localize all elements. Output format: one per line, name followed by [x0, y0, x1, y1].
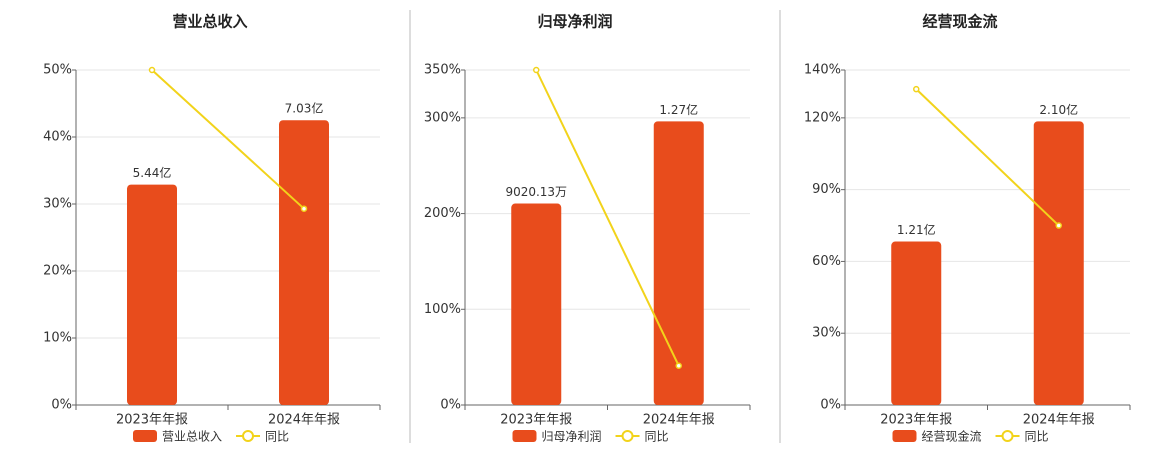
- value-label: 7.03亿: [285, 101, 324, 116]
- y-tick-label: 100%: [424, 302, 461, 317]
- legend-label: 同比: [265, 430, 289, 444]
- line-point: [148, 66, 156, 74]
- chart-title: 营业总收入: [172, 13, 247, 31]
- bar: [127, 184, 177, 405]
- legend-swatch: [242, 430, 255, 442]
- line: [151, 69, 305, 210]
- legend-label: 营业总收入: [162, 430, 222, 444]
- y-tick-label: 20%: [43, 264, 72, 279]
- line: [915, 88, 1060, 227]
- chart-title: 归母净利润: [537, 13, 612, 31]
- value-label: 2.10亿: [1039, 102, 1078, 117]
- legend-label: 归母净利润: [542, 430, 602, 444]
- y-tick-label: 50%: [43, 63, 72, 78]
- value-label: 1.27亿: [659, 102, 698, 117]
- x-tick-label: 2024年年报: [268, 413, 340, 428]
- bar: [279, 120, 329, 406]
- line-point: [913, 85, 920, 93]
- chart-title: 经营现金流: [922, 13, 997, 31]
- line: [535, 69, 680, 367]
- y-tick-label: 120%: [804, 110, 841, 125]
- y-tick-label: 30%: [812, 326, 841, 341]
- y-tick-label: 200%: [424, 206, 461, 221]
- legend-label: 同比: [1025, 430, 1049, 444]
- line-point: [675, 362, 682, 370]
- y-tick-label: 300%: [424, 110, 461, 125]
- bar: [653, 121, 704, 405]
- y-tick-label: 30%: [43, 197, 72, 212]
- value-label: 5.44亿: [133, 165, 172, 180]
- y-tick-label: 10%: [43, 331, 72, 346]
- line-point: [1055, 222, 1062, 229]
- line-point: [533, 66, 540, 74]
- line-point: [300, 205, 308, 212]
- x-tick-label: 2023年年报: [116, 413, 188, 428]
- x-tick-label: 2023年年报: [880, 413, 952, 428]
- y-tick-label: 350%: [424, 63, 461, 78]
- y-tick-label: 0%: [440, 398, 461, 413]
- legend-swatch: [512, 430, 537, 442]
- legend-swatch: [892, 430, 917, 442]
- value-label: 1.21亿: [897, 222, 936, 237]
- bar: [511, 203, 562, 405]
- bar: [1033, 121, 1084, 406]
- y-tick-label: 40%: [43, 130, 72, 145]
- legend-swatch: [621, 430, 634, 442]
- legend-label: 经营现金流: [922, 429, 982, 444]
- bar: [891, 241, 942, 405]
- y-tick-label: 140%: [804, 63, 841, 78]
- y-tick-label: 90%: [812, 182, 841, 197]
- x-tick-label: 2024年年报: [643, 413, 715, 428]
- legend-label: 同比: [645, 430, 669, 444]
- legend-swatch: [133, 430, 157, 442]
- x-tick-label: 2024年年报: [1023, 413, 1095, 428]
- legend-swatch: [1001, 430, 1014, 442]
- value-label: 9020.13万: [505, 185, 567, 199]
- x-tick-label: 2023年年报: [500, 413, 572, 428]
- y-tick-label: 60%: [812, 254, 841, 269]
- y-tick-label: 0%: [51, 398, 72, 413]
- y-tick-label: 0%: [820, 398, 841, 413]
